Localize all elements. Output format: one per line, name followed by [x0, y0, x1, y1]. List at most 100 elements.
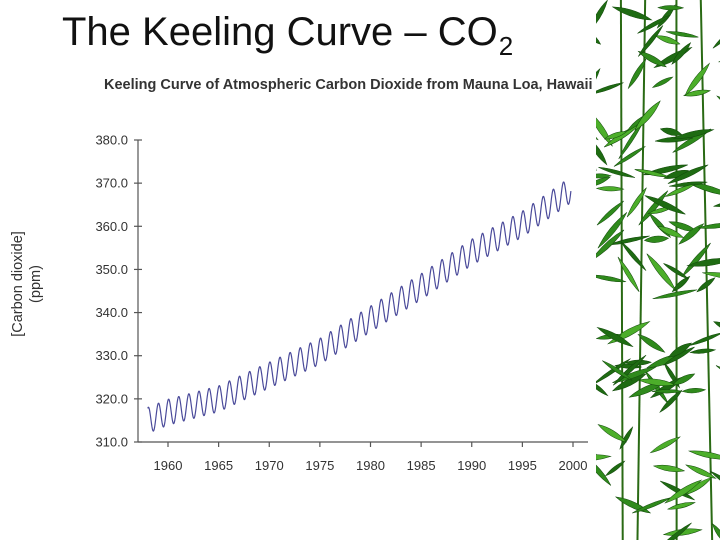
bamboo-leaf — [688, 450, 720, 460]
bamboo-leaf — [672, 373, 696, 386]
bamboo-leaf — [603, 131, 628, 140]
bamboo-leaf — [659, 389, 683, 413]
bamboo-leaf — [612, 354, 647, 386]
bamboo-leaf — [681, 388, 707, 394]
bamboo-leaf — [686, 258, 720, 267]
bamboo-leaf — [667, 164, 709, 184]
x-tick-label: 1970 — [255, 458, 284, 473]
bamboo-leaf — [637, 14, 671, 34]
bamboo-leaf — [620, 241, 647, 271]
y-tick-label: 360.0 — [95, 219, 128, 234]
bamboo-leaf — [713, 321, 720, 333]
bamboo-leaf — [634, 169, 670, 178]
bamboo-leaf — [681, 242, 711, 278]
bamboo-leaf — [663, 263, 689, 280]
bamboo-leaf — [596, 454, 612, 462]
bamboo-leaf — [637, 50, 667, 68]
bamboo-leaf — [644, 195, 686, 215]
y-tick-label: 380.0 — [95, 133, 128, 148]
bamboo-leaf — [617, 256, 640, 292]
bamboo-leaf — [596, 455, 612, 486]
bamboo-leaf — [663, 169, 690, 179]
keeling-curve-chart: Keeling Curve of Atmospheric Carbon Diox… — [10, 77, 593, 473]
bamboo-leaf — [716, 95, 720, 112]
bamboo-leaf — [596, 229, 625, 261]
bamboo-leaf — [602, 360, 633, 381]
bamboo-leaf — [596, 136, 608, 166]
y-tick-label: 350.0 — [95, 262, 128, 277]
bamboo-leaf-border — [596, 0, 720, 540]
bamboo-leaf — [655, 35, 681, 45]
bamboo-leaf — [596, 430, 597, 455]
bamboo-leaf — [668, 342, 692, 358]
bamboo-leaf — [656, 522, 692, 540]
bamboo-leaf — [696, 277, 716, 293]
bamboo-leaf — [664, 479, 703, 504]
x-tick-label: 1980 — [356, 458, 385, 473]
bamboo-leaf — [637, 333, 666, 353]
x-tick-label: 1990 — [457, 458, 486, 473]
bamboo-leaf — [604, 460, 626, 477]
bamboo-leaf — [608, 235, 650, 246]
slide-title-text: The Keeling Curve – CO — [62, 10, 498, 54]
bamboo-stem — [636, 0, 647, 540]
bamboo-leaf — [667, 502, 696, 510]
bamboo-leaf — [596, 186, 625, 192]
y-tick-label: 330.0 — [95, 348, 128, 363]
bamboo-leaf — [712, 26, 720, 49]
bamboo-leaf — [652, 76, 674, 88]
bamboo-leaf — [596, 274, 627, 283]
x-tick-label: 2000 — [559, 458, 588, 473]
bamboo-leaf — [648, 212, 671, 239]
x-tick-label: 1995 — [508, 458, 537, 473]
bamboo-stem — [619, 0, 624, 540]
x-axis: 1960 1965 1970 1975 1980 1985 1990 1995 2000 — [138, 441, 588, 473]
x-tick-label: 1975 — [305, 458, 334, 473]
y-tick-label: 370.0 — [95, 176, 128, 191]
bamboo-leaf — [596, 326, 634, 348]
bamboo-leaf — [596, 67, 601, 104]
y-axis-label-line2: (ppm) — [28, 265, 44, 303]
bamboo-leaf — [689, 348, 717, 354]
bamboo-leaf — [651, 389, 683, 394]
chart-title: Keeling Curve of Atmospheric Carbon Diox… — [104, 77, 593, 93]
bamboo-leaf — [634, 100, 661, 131]
y-tick-label: 340.0 — [95, 305, 128, 320]
bamboo-leaf — [597, 212, 628, 249]
x-tick-label: 1960 — [154, 458, 183, 473]
bamboo-leaf — [684, 62, 711, 97]
bamboo-leaf — [596, 200, 624, 226]
bamboo-leaf — [596, 29, 602, 45]
bamboo-leaf — [598, 167, 636, 178]
bamboo-leaf — [596, 0, 608, 31]
co2-series-line — [147, 181, 572, 432]
bamboo-leaf — [678, 223, 705, 245]
bamboo-leaf — [596, 176, 611, 187]
bamboo-leaf — [649, 436, 681, 454]
y-tick-label: 310.0 — [95, 435, 128, 450]
bamboo-leaf — [611, 6, 653, 21]
bamboo-leaf — [713, 197, 720, 207]
bamboo-leaf — [638, 190, 669, 226]
bamboo-leaf — [671, 42, 692, 65]
bamboo-leaf — [613, 146, 646, 167]
bamboo-leaf — [597, 424, 627, 443]
bamboo-leaf — [659, 480, 695, 501]
bamboo-leaf — [665, 31, 699, 38]
x-tick-label: 1985 — [407, 458, 436, 473]
slide-title-subscript: 2 — [498, 31, 514, 61]
bamboo-leaf — [643, 235, 670, 243]
bamboo-leaf — [611, 373, 647, 392]
bamboo-leaf — [619, 426, 634, 450]
bamboo-leaf — [663, 346, 695, 366]
bamboo-leaf — [596, 379, 609, 397]
y-axis-label: [Carbon dioxide] (ppm) — [10, 231, 44, 337]
bamboo-leaf — [702, 272, 720, 280]
bamboo-leaf — [715, 365, 720, 390]
bamboo-leaf — [688, 332, 720, 347]
bamboo-leaf — [657, 226, 684, 238]
bamboo-leaf — [657, 5, 685, 11]
bamboo-leaf — [671, 275, 691, 293]
bamboo-leaf — [672, 129, 715, 139]
y-axis: 310.0 320.0 330.0 340.0 350.0 360.0 370.0 380.0 — [95, 133, 142, 450]
